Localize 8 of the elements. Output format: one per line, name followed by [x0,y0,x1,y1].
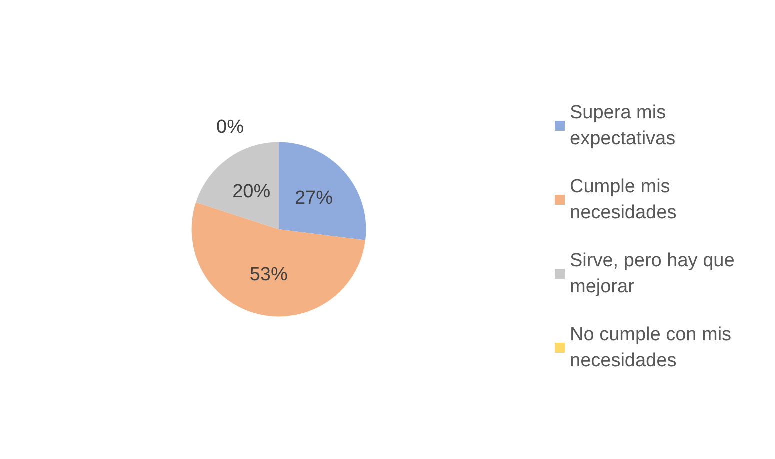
data-label: 53% [250,264,288,286]
text: 0% [216,116,244,138]
legend-label: No cumple con mis necesidades [570,324,737,372]
legend-label: Supera mis expectativas [570,102,676,150]
legend-label: Sirve, pero hay que mejorar [570,250,740,298]
data-label: 20% [232,181,271,202]
data-label: 27% [294,188,334,210]
legend-label: Cumple mis necesidades [570,176,677,224]
